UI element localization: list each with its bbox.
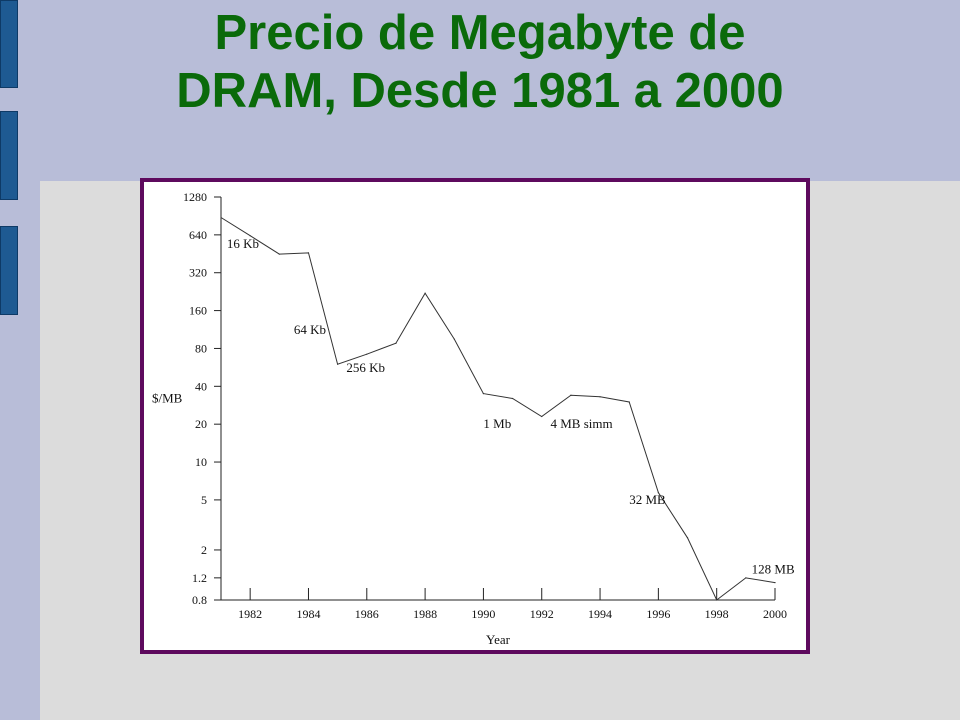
slide-title-line-1: Precio de Megabyte de (214, 6, 746, 60)
y-tick-label: 640 (189, 228, 207, 242)
price-series-line (220, 217, 776, 601)
y-tick-label: 0.8 (192, 593, 207, 607)
data-point (337, 363, 339, 365)
side-tab-3 (0, 226, 18, 315)
x-tick-label: 1984 (296, 607, 320, 621)
data-point (453, 338, 455, 340)
data-point (482, 393, 485, 395)
slide-title: Precio de Megabyte de DRAM, Desde 1981 a… (60, 4, 900, 120)
x-tick-label: 1992 (530, 607, 554, 621)
y-tick-label: 80 (195, 341, 207, 355)
x-axis-label: Year (486, 632, 511, 647)
side-tab-2 (0, 111, 18, 200)
data-point (395, 342, 397, 344)
data-point (278, 253, 280, 255)
x-tick-label: 1990 (471, 607, 495, 621)
x-tick-label: 2000 (763, 607, 787, 621)
x-tick-label: 1996 (646, 607, 670, 621)
y-tick-label: 20 (195, 417, 207, 431)
y-tick-label: 1280 (183, 190, 207, 204)
x-tick-label: 1988 (413, 607, 437, 621)
left-strip (0, 0, 40, 720)
data-point (366, 353, 368, 355)
memory-size-annotation: 16 Kb (227, 236, 259, 251)
memory-size-annotation: 128 MB (752, 561, 795, 576)
y-tick-label: 320 (189, 266, 207, 280)
memory-size-annotation: 1 Mb (483, 416, 511, 431)
memory-size-annotation: 256 Kb (346, 360, 385, 375)
x-tick-label: 1986 (355, 607, 379, 621)
data-point (307, 252, 310, 254)
y-tick-label: 160 (189, 304, 207, 318)
y-tick-label: 10 (195, 455, 207, 469)
data-point (745, 577, 747, 579)
x-tick-label: 1998 (705, 607, 729, 621)
y-axis-label: $/MB (152, 391, 183, 406)
data-point (599, 396, 601, 398)
data-point (716, 599, 718, 601)
data-point (424, 292, 426, 294)
y-tick-label: 2 (201, 543, 207, 557)
header-band (0, 0, 960, 181)
x-tick-label: 1994 (588, 607, 612, 621)
data-point (511, 397, 514, 400)
data-point (774, 582, 776, 584)
memory-size-annotation: 64 Kb (294, 322, 326, 337)
data-point (628, 401, 630, 403)
chart-frame: 0.8 1.2 2 5 10 20 40 80 160 320 640 1280 1982 1984 198… (140, 178, 810, 654)
y-tick-label: 1.2 (192, 571, 207, 585)
side-tab-1 (0, 0, 18, 88)
x-tick-label: 1982 (238, 607, 262, 621)
y-tick-label: 40 (195, 379, 207, 393)
memory-size-annotation: 32 MB (629, 492, 666, 507)
slide-title-line-2: DRAM, Desde 1981 a 2000 (176, 64, 784, 118)
y-tick-label: 5 (201, 493, 207, 507)
memory-size-annotation: 4 MB simm (550, 416, 612, 431)
data-point (220, 216, 222, 219)
data-point (541, 415, 543, 418)
data-point (657, 492, 659, 494)
dram-price-chart: 0.8 1.2 2 5 10 20 40 80 160 320 640 1280 1982 1984 198… (152, 190, 795, 647)
data-point (249, 235, 251, 237)
data-point (686, 537, 689, 539)
data-point (570, 394, 572, 396)
